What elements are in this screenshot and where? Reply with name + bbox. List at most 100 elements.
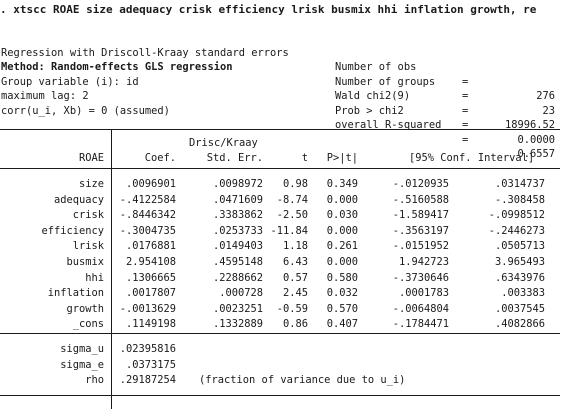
stderr-value: .0098972 (212, 178, 263, 190)
stat-label: Number of obs (335, 61, 417, 73)
coef-value: .1306665 (125, 272, 176, 284)
header-row: Method: Random-effects GLS regression Nu… (0, 46, 577, 117)
sigma-row-value: .29187254 (119, 374, 176, 386)
column-header-pvalue: P>|t| (326, 152, 358, 164)
row-variable-name: efficiency (41, 225, 104, 237)
p-value: 0.000 (326, 194, 358, 206)
conf-low-value: -.3730646 (392, 272, 449, 284)
conf-low-value: -.1784471 (392, 318, 449, 330)
table-rule (0, 168, 560, 169)
conf-low-value: -.0120935 (392, 178, 449, 190)
coef-value: .0176881 (125, 240, 176, 252)
stderr-value: .0253733 (212, 225, 263, 237)
table-rule (0, 333, 560, 334)
stderr-value: .3383862 (212, 209, 263, 221)
row-variable-name: crisk (72, 209, 104, 221)
row-variable-name: size (78, 178, 104, 190)
coef-value: .0017807 (125, 287, 176, 299)
dependent-variable-label: ROAE (78, 152, 104, 164)
conf-high-value: .0037545 (494, 303, 545, 315)
header-row: Group variable (i): id Wald chi2(9) = 18… (0, 60, 577, 132)
t-value: -11.84 (270, 225, 308, 237)
stata-results-window: . xtscc ROAE size adequacy crisk efficie… (0, 3, 577, 409)
row-variable-name: adequacy (53, 194, 104, 206)
t-value: 6.43 (282, 256, 308, 268)
t-value: -0.59 (276, 303, 308, 315)
conf-low-value: -.3563197 (392, 225, 449, 237)
column-header-conf-interval: [95% Conf. Interval] (409, 152, 535, 164)
t-value: 0.98 (282, 178, 308, 190)
column-header-t: t (301, 152, 308, 164)
stat-equals: = (462, 119, 469, 131)
header-row: Regression with Driscoll-Kraay standard … (0, 31, 577, 103)
sigma-row-value: .02395816 (119, 343, 176, 355)
stderr-value: .0023251 (212, 303, 263, 315)
coef-value: -.3004735 (119, 225, 176, 237)
p-value: 0.032 (326, 287, 358, 299)
t-value: 0.86 (282, 318, 308, 330)
coef-value: -.0013629 (119, 303, 176, 315)
header-row: maximum lag: 2 Prob > chi2 = 0.0000 (0, 75, 577, 146)
stat-label: Wald chi2(9) (335, 90, 411, 102)
stat-equals: = (462, 104, 469, 117)
conf-high-value: -.0998512 (488, 209, 545, 221)
column-group-header: Drisc/Kraay (189, 137, 258, 149)
t-value: -2.50 (276, 209, 308, 221)
coef-value: 2.954108 (125, 256, 176, 268)
sigma-row-name: sigma_e (60, 359, 104, 371)
p-value: 0.570 (326, 303, 358, 315)
row-variable-name: hhi (85, 272, 104, 284)
conf-high-value: .0505713 (494, 240, 545, 252)
coef-value: .1149198 (125, 318, 176, 330)
column-header-coef: Coef. (144, 152, 176, 164)
stderr-value: .2288662 (212, 272, 263, 284)
row-variable-name: _cons (72, 318, 104, 330)
t-value: 2.45 (282, 287, 308, 299)
stat-equals: = (462, 90, 469, 102)
p-value: 0.349 (326, 178, 358, 190)
row-variable-name: lrisk (72, 240, 104, 252)
stat-value: 18996.52 (504, 119, 555, 131)
header-left-text: Group variable (i): id (1, 75, 139, 88)
stat-label: Number of groups (335, 75, 436, 88)
conf-low-value: 1.942723 (398, 256, 449, 268)
stderr-value: .000728 (219, 287, 263, 299)
sigma-row-value: .0373175 (125, 359, 176, 371)
t-value: -8.74 (276, 194, 308, 206)
p-value: 0.000 (326, 256, 358, 268)
sigma-row-note: (fraction of variance due to u_i) (199, 374, 406, 386)
regression-header: Regression with Driscoll-Kraay standard … (0, 31, 577, 161)
conf-low-value: .0001783 (398, 287, 449, 299)
conf-high-value: .4082866 (494, 318, 545, 330)
stat-label: overall R-squared (335, 119, 442, 131)
stat-equals: = (462, 75, 469, 88)
conf-low-value: -1.589417 (392, 209, 449, 221)
stat-equals: = (462, 133, 469, 146)
header-left-text: maximum lag: 2 (1, 90, 89, 102)
header-left-text: corr(u_i, Xb) = 0 (assumed) (1, 104, 170, 117)
stat-value: 0.6557 (517, 148, 555, 160)
conf-high-value: 3.965493 (494, 256, 545, 268)
stderr-value: .0471609 (212, 194, 263, 206)
row-variable-name: growth (66, 303, 104, 315)
stderr-value: .1332889 (212, 318, 263, 330)
p-value: 0.261 (326, 240, 358, 252)
command-line: . xtscc ROAE size adequacy crisk efficie… (0, 3, 537, 16)
conf-low-value: -.5160588 (392, 194, 449, 206)
p-value: 0.000 (326, 225, 358, 237)
table-rule (0, 395, 560, 396)
p-value: 0.407 (326, 318, 358, 330)
header-left-text: Method: Random-effects GLS regression (1, 61, 233, 73)
table-rule (0, 129, 560, 130)
stderr-value: .0149403 (212, 240, 263, 252)
coef-value: -.8446342 (119, 209, 176, 221)
t-value: 0.57 (282, 272, 308, 284)
t-value: 1.18 (282, 240, 308, 252)
conf-high-value: -.308458 (494, 194, 545, 206)
conf-high-value: -.2446273 (488, 225, 545, 237)
sigma-row-name: sigma_u (60, 343, 104, 355)
coef-value: -.4122584 (119, 194, 176, 206)
stderr-value: .4595148 (212, 256, 263, 268)
stat-value: 276 (536, 90, 555, 102)
row-variable-name: inflation (47, 287, 104, 299)
